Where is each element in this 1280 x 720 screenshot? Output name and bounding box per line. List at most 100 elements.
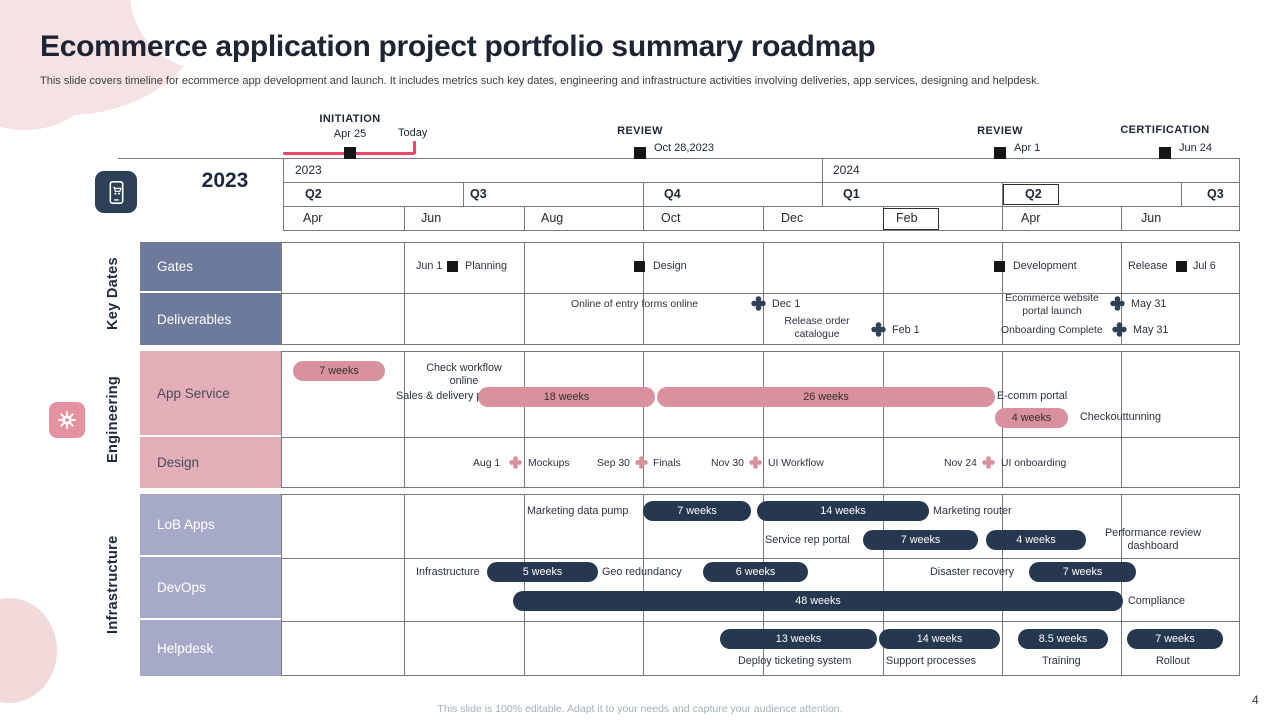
devops-bar-6w: 6 weeks: [703, 562, 808, 582]
today-line-tick: [413, 141, 416, 154]
year-cell-2024: 2024: [833, 163, 860, 177]
app-service-bar-26w: 26 weeks: [657, 387, 995, 407]
group-label-engineering: Engineering: [105, 375, 121, 464]
deliverable-d3-date: May 31: [1131, 298, 1167, 310]
app-service-note-check-workflow: Check workflow online: [426, 362, 502, 387]
deliverable-d1-marker-icon: [751, 296, 766, 311]
milestone-review2-date: Apr 1: [1014, 142, 1041, 154]
lob-note-service-rep: Service rep portal: [765, 534, 850, 546]
deliverable-d2-text: Release order catalogue: [784, 316, 850, 340]
timeline-header-grid: [283, 158, 1240, 231]
month-cell-apr: Apr: [303, 211, 323, 225]
helpdesk-note-training: Training: [1042, 655, 1081, 667]
app-service-bar-18w: 18 weeks: [478, 387, 655, 407]
month-cell-apr2: Apr: [1021, 211, 1041, 225]
month-cell-aug: Aug: [541, 211, 564, 225]
gate-development-name: Development: [1013, 260, 1077, 272]
design-m4-marker-icon: [982, 456, 995, 469]
quarter-cell-q4-2023: Q4: [664, 187, 681, 201]
quarter-cell-q2-2024: Q2: [1025, 187, 1042, 201]
milestone-initiation-date: Apr 25: [333, 128, 367, 140]
design-m1-date: Aug 1: [473, 458, 501, 469]
page-number: 4: [1252, 693, 1259, 707]
row-header-lob-apps: LoB Apps: [140, 494, 281, 555]
month-cell-feb: Feb: [896, 211, 918, 225]
month-cell-jun: Jun: [421, 211, 442, 225]
quarter-cell-q3-2023: Q3: [470, 187, 487, 201]
app-service-note-checkout: Checkouttunning: [1080, 411, 1162, 423]
current-month-box: [883, 208, 939, 230]
footer-note: This slide is 100% editable. Adapt it to…: [437, 703, 843, 715]
big-year-label: 2023: [201, 169, 249, 192]
today-label: Today: [398, 127, 428, 139]
page-subtitle: This slide covers timeline for ecommerce…: [40, 75, 1040, 87]
milestone-review1-marker-icon: [634, 147, 646, 159]
milestone-initiation-marker-icon: [344, 147, 356, 159]
devops-bar-7w: 7 weeks: [1029, 562, 1136, 582]
gate-release-marker-icon: [1176, 261, 1187, 272]
deliverable-d4-marker-icon: [1112, 322, 1127, 337]
timeline-top-line: [118, 158, 284, 159]
design-m2-marker-icon: [635, 456, 648, 469]
devops-note-geo: Geo redundancy: [602, 566, 682, 578]
month-cell-dec: Dec: [781, 211, 804, 225]
lob-note-marketing-router: Marketing router: [933, 505, 1012, 517]
devops-note-infrastructure: Infrastructure: [416, 566, 480, 578]
helpdesk-bar-13w: 13 weeks: [720, 629, 877, 649]
devops-bar-5w: 5 weeks: [487, 562, 598, 582]
decor-blob-bottom-left: [0, 598, 57, 703]
row-header-design: Design: [140, 437, 281, 488]
row-header-deliverables: Deliverables: [140, 293, 281, 345]
grid-section-key-dates: [281, 242, 1240, 345]
app-service-bar-4w: 4 weeks: [995, 408, 1068, 428]
row-header-devops: DevOps: [140, 557, 281, 618]
month-cell-jun2: Jun: [1141, 211, 1162, 225]
deliverable-d3-marker-icon: [1110, 296, 1125, 311]
design-m3-marker-icon: [749, 456, 762, 469]
milestone-initiation-label: INITIATION: [319, 113, 381, 125]
design-m3-name: UI Workflow: [768, 458, 824, 469]
milestone-review1-label: REVIEW: [617, 125, 663, 137]
gate-planning-date: Jun 1: [416, 260, 443, 272]
helpdesk-note-rollout: Rollout: [1156, 655, 1190, 667]
helpdesk-bar-7w: 7 weeks: [1127, 629, 1223, 649]
devops-note-disaster: Disaster recovery: [930, 566, 1014, 578]
gate-planning-name: Planning: [465, 260, 508, 272]
row-header-app-service: App Service: [140, 351, 281, 435]
helpdesk-bar-8-5w: 8.5 weeks: [1018, 629, 1108, 649]
gate-design-marker-icon: [634, 261, 645, 272]
lob-note-marketing-pump: Marketing data pump: [527, 505, 629, 517]
milestone-review1-date: Oct 28,2023: [654, 142, 714, 154]
deliverable-d2-date: Feb 1: [892, 324, 920, 336]
quarter-cell-q3-2024: Q3: [1207, 187, 1224, 201]
helpdesk-note-support: Support processes: [886, 655, 977, 667]
gate-planning-marker-icon: [447, 261, 458, 272]
lob-bar-14w: 14 weeks: [757, 501, 929, 521]
milestone-review2-label: REVIEW: [977, 125, 1023, 137]
app-service-note-ecomm-portal: E-comm portal: [997, 390, 1068, 402]
design-m4-date: Nov 24: [944, 458, 977, 469]
current-quarter-box: [1003, 184, 1059, 205]
design-m3-date: Nov 30: [711, 458, 744, 469]
deliverable-d1-text: Online of entry forms online: [571, 299, 699, 310]
lob-note-performance: Performance review dashboard: [1104, 527, 1201, 552]
quarter-cell-q1-2024: Q1: [843, 187, 860, 201]
milestone-certification-label: CERTIFICATION: [1120, 124, 1210, 136]
deliverable-d4-date: May 31: [1133, 324, 1169, 336]
app-service-bar-7w: 7 weeks: [293, 361, 385, 381]
helpdesk-note-deploy: Deploy ticketing system: [738, 655, 852, 667]
gate-development-marker-icon: [994, 261, 1005, 272]
group-label-key-dates: Key Dates: [105, 257, 121, 330]
engineering-gear-icon: [49, 402, 85, 438]
group-label-infrastructure: Infrastructure: [105, 535, 121, 635]
deliverable-d1-date: Dec 1: [772, 298, 801, 310]
month-cell-oct: Oct: [661, 211, 681, 225]
gate-design-name: Design: [653, 260, 687, 272]
helpdesk-bar-14w: 14 weeks: [879, 629, 1000, 649]
page-title: Ecommerce application project portfolio …: [40, 30, 876, 63]
deliverable-d2-marker-icon: [871, 322, 886, 337]
row-header-helpdesk: Helpdesk: [140, 620, 281, 676]
milestone-review2-marker-icon: [994, 147, 1006, 159]
design-m4-name: UI onboarding: [1001, 458, 1067, 469]
design-m2-date: Sep 30: [597, 458, 630, 469]
